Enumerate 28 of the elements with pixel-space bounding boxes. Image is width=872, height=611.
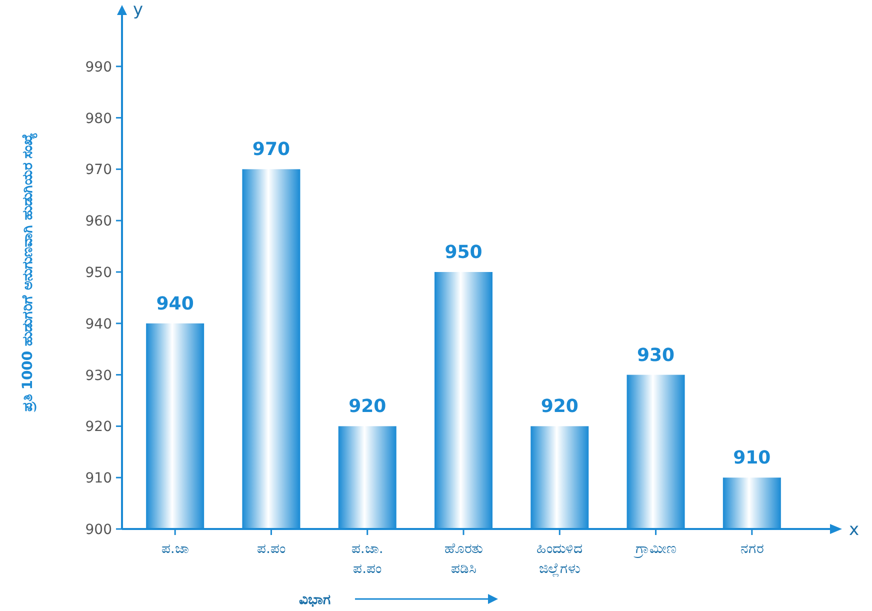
data-label: 920 <box>348 396 386 418</box>
y-tick-label: 900 <box>85 522 112 538</box>
data-label: 930 <box>636 344 675 366</box>
x-tick-label: ಪ.ಜಾ. ಪ.ಪಂ <box>351 541 384 577</box>
x-tick-label: ಗ್ರಾಮೀಣ <box>632 541 676 558</box>
y-tick-label: 970 <box>85 162 112 178</box>
y-tick-label: 950 <box>85 265 112 281</box>
y-tick-label: 930 <box>85 368 112 384</box>
data-label: 970 <box>252 139 290 160</box>
y-tick-label: 910 <box>85 470 112 487</box>
x-tick-label: ನಗರ <box>740 541 764 557</box>
annotation: y <box>132 0 144 20</box>
y-tick-label: 960 <box>85 214 112 230</box>
x-tick-label: ಹಿಂದುಳಿದ ಜಿಲ್ಲೆಗಳು <box>536 541 583 577</box>
x-tick-label: ಪ.ಪಂ <box>256 541 286 557</box>
data-label: 940 <box>156 293 194 314</box>
data-label: 950 <box>444 242 482 263</box>
y-tick-label: 990 <box>85 59 112 76</box>
x-tick-label: ಪ.ಜಾ <box>161 541 189 557</box>
text: x <box>848 520 860 540</box>
y-axis-title: ಪ್ರತಿ 1000 ಹುಡುಗರಿಗೆ ಅನುಗುಣವಾಗಿ ಹುಡುಗಿಯರ ಸಂಖ್ಯೆ <box>20 132 38 413</box>
y-tick-label: 940 <box>85 316 112 332</box>
y-tick-label: 980 <box>85 110 112 127</box>
data-label: 920 <box>540 396 578 418</box>
y-tick-label: 920 <box>85 419 112 436</box>
x-tick-label: ಹೊರತು ಪಡಿಸಿ <box>444 541 482 577</box>
data-label: 910 <box>733 448 771 469</box>
x-axis-title: ವಿಭಾಗ <box>299 592 331 608</box>
